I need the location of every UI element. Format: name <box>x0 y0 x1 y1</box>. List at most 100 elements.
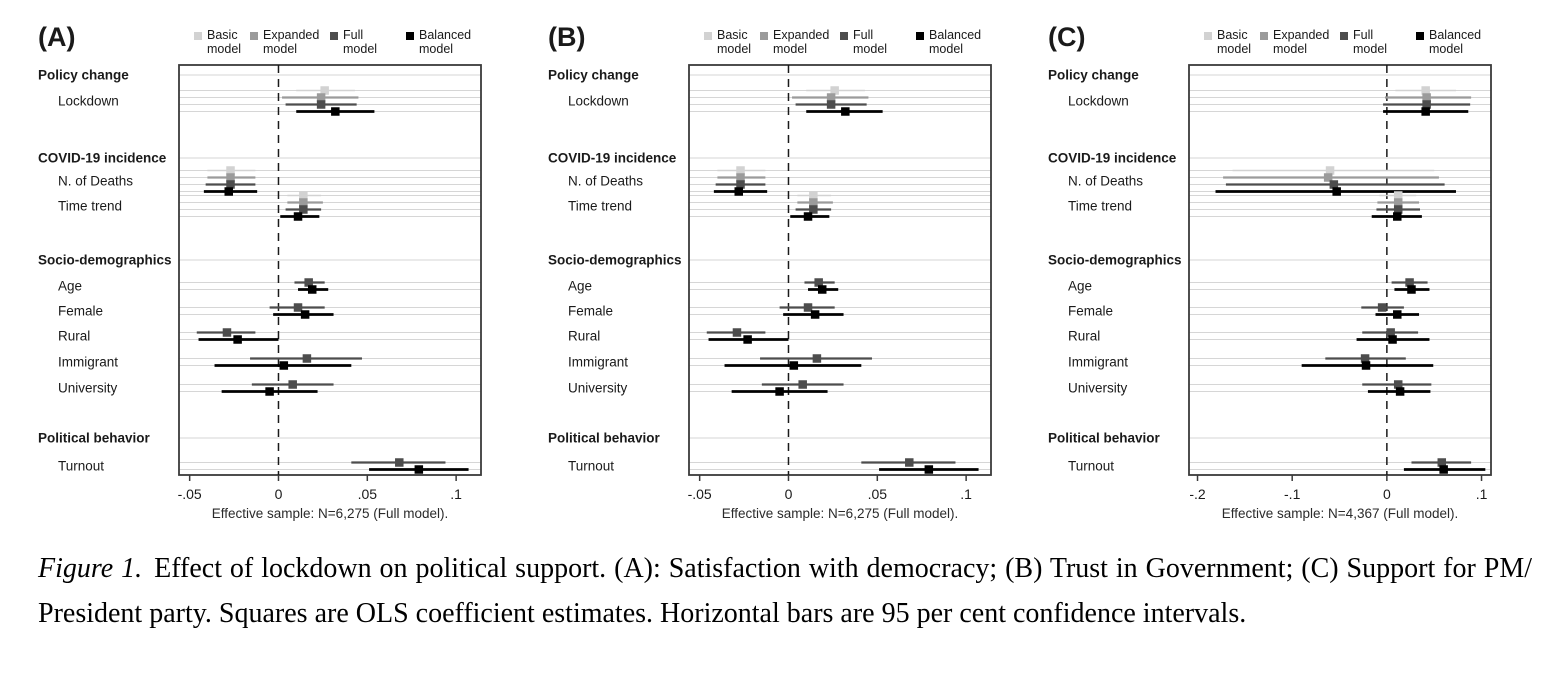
coefficient-square <box>302 354 312 363</box>
row-variable-label: Time trend <box>1068 199 1132 214</box>
legend-label-line1: Balanced <box>929 28 981 42</box>
legend-swatch <box>704 32 712 40</box>
effective-sample-note: Effective sample: N=4,367 (Full model). <box>1222 506 1458 521</box>
coefficient-square <box>1360 354 1370 363</box>
coefficient-square <box>1386 328 1395 337</box>
row-labels: Policy change Lockdown COVID-19 incidence N… <box>38 68 172 474</box>
row-variable-label: N. of Deaths <box>568 174 643 189</box>
coefficient-square <box>299 205 308 214</box>
coefficient-square <box>924 465 934 474</box>
legend-label-line2: model <box>207 42 241 56</box>
x-tick-label: .05 <box>358 486 378 502</box>
coefficient-square <box>732 328 742 337</box>
coefficient-square <box>1439 465 1448 474</box>
coefficient-square <box>798 380 807 389</box>
gridlines <box>1189 74 1491 470</box>
coefficient-square <box>1329 180 1339 189</box>
x-tick-label: .1 <box>1476 486 1488 502</box>
coefficient-square <box>841 107 850 116</box>
coefficient-square <box>299 191 308 200</box>
row-variable-label: Immigrant <box>58 355 118 370</box>
coefficient-square <box>1437 458 1447 467</box>
row-header-label: Socio-demographics <box>548 253 682 268</box>
coefficient-square <box>300 310 310 319</box>
row-header-label: Socio-demographics <box>38 253 172 268</box>
coefficient-square <box>265 387 274 396</box>
legend-label-line2: model <box>717 42 751 56</box>
coefficient-square <box>809 191 818 200</box>
coefficient-square <box>1325 166 1335 175</box>
coefficient-square <box>1407 285 1416 294</box>
x-tick-label: -.1 <box>1284 486 1301 502</box>
row-variable-label: N. of Deaths <box>58 174 133 189</box>
x-tick-label: -.05 <box>178 486 202 502</box>
coefficient-square <box>293 303 303 312</box>
row-variable-label: Rural <box>568 329 600 344</box>
coefficient-square <box>810 310 820 319</box>
row-variable-label: Time trend <box>58 199 122 214</box>
x-tick-label: 0 <box>1383 486 1391 502</box>
coefficient-square <box>233 335 242 344</box>
row-variable-label: Female <box>568 304 613 319</box>
legend-label-line1: Basic <box>717 28 748 42</box>
coefficient-square <box>316 93 326 102</box>
row-variable-label: N. of Deaths <box>1068 174 1143 189</box>
legend-swatch <box>840 32 848 40</box>
legend-label-line2: model <box>1353 42 1387 56</box>
coefficient-square <box>1422 100 1431 109</box>
coefficient-square <box>803 212 813 221</box>
coefficient-square <box>736 166 745 175</box>
panel-title: (B) <box>548 22 585 52</box>
coefficient-square <box>226 166 235 175</box>
row-variable-label: Rural <box>58 329 90 344</box>
coefficient-square <box>1323 173 1333 182</box>
plot-border <box>178 64 482 476</box>
coefficient-square <box>1377 303 1387 312</box>
row-variable-label: Lockdown <box>568 94 629 109</box>
coefficient-square <box>299 198 308 207</box>
coefficient-square <box>1395 387 1405 396</box>
row-variable-label: University <box>1068 381 1128 396</box>
coefficient-square <box>1393 310 1402 319</box>
row-header-label: Policy change <box>1048 68 1139 83</box>
row-header-label: COVID-19 incidence <box>38 151 167 166</box>
coefficient-square <box>817 285 827 294</box>
gridlines <box>179 74 481 470</box>
coefficient-square <box>316 100 326 109</box>
figure-caption-text: Effect of lockdown on political support.… <box>38 553 1532 629</box>
x-tick-label: 0 <box>785 486 793 502</box>
legend-label-line2: model <box>853 42 887 56</box>
coefficient-square <box>789 361 799 370</box>
row-header-label: Socio-demographics <box>1048 253 1182 268</box>
row-variable-label: Lockdown <box>58 94 119 109</box>
legend-label-line1: Expanded <box>1273 28 1329 42</box>
coefficient-square <box>734 187 743 196</box>
row-header-label: COVID-19 incidence <box>1048 151 1177 166</box>
legend: BasicmodelExpandedmodelFullmodelBalanced… <box>704 28 981 56</box>
effective-sample-note: Effective sample: N=6,275 (Full model). <box>722 506 958 521</box>
legend-label-line2: model <box>1217 42 1251 56</box>
coefficient-square <box>1393 212 1402 221</box>
legend-swatch <box>1340 32 1348 40</box>
x-tick-label: -.2 <box>1189 486 1206 502</box>
legend-label-line2: model <box>263 42 297 56</box>
coefficient-square <box>414 465 424 474</box>
row-variable-label: Age <box>58 279 82 294</box>
panel-title: (A) <box>38 22 75 52</box>
coefficient-square <box>293 212 303 221</box>
coefficient-square <box>1405 278 1414 287</box>
legend-label-line1: Balanced <box>419 28 471 42</box>
row-header-label: Policy change <box>548 68 639 83</box>
coefficient-square <box>809 198 818 207</box>
legend-label-line1: Expanded <box>773 28 829 42</box>
coefficient-square <box>736 173 745 182</box>
coefficient-square <box>775 387 784 396</box>
coefficient-square <box>307 285 317 294</box>
x-axis: -.05 0 .05 .1 <box>688 475 972 502</box>
row-variable-label: Age <box>1068 279 1092 294</box>
coefficient-square <box>1422 93 1431 102</box>
row-variable-label: Female <box>58 304 103 319</box>
panel-b-forest-plot: (B) BasicmodelExpandedmodelFullmodelBalan… <box>548 22 992 521</box>
panel-c-forest-plot: (C) BasicmodelExpandedmodelFullmodelBalan… <box>1048 22 1492 521</box>
